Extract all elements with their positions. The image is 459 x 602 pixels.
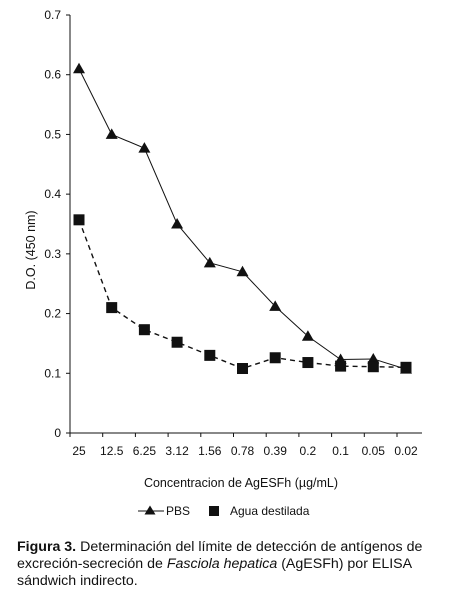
x-tick-label-4: 1.56	[198, 444, 222, 458]
y-axis-title: D.O. (450 nm)	[24, 210, 38, 289]
x-tick-label-8: 0.1	[332, 444, 349, 458]
series-agua-point-2	[138, 324, 150, 336]
series-agua-point-7	[302, 357, 314, 369]
legend-item-agua-destilada: Agua destilada	[209, 504, 310, 518]
figure-caption: Figura 3. Determinación del límite de de…	[17, 539, 449, 590]
x-axis-title: Concentracion de AgESFh (µg/mL)	[144, 476, 338, 490]
caption-label: Figura 3.	[17, 539, 77, 555]
y-tick-label-3: 0.3	[44, 247, 61, 261]
y-tick-label-4: 0.4	[44, 187, 61, 201]
line-chart: 0 0.1 0.2 0.3 0.4 0.5 0.6 0.7 25 12.5 6.25 3.12 1.5…	[24, 8, 422, 518]
series-agua-point-6	[269, 352, 281, 364]
series-pbs-point-2	[138, 142, 151, 153]
series-pbs-point-4	[203, 256, 216, 268]
y-axis: 0 0.1 0.2 0.3 0.4 0.5 0.6 0.7	[44, 8, 71, 440]
series-pbs-point-5	[236, 265, 249, 277]
x-tick-label-10: 0.02	[394, 444, 418, 458]
series-agua-point-4	[204, 349, 216, 361]
series-pbs-point-1	[105, 128, 118, 139]
caption-text-before: Determinación del límite de detección de…	[17, 539, 423, 572]
series-layer	[73, 62, 412, 375]
caption-species-name: Fasciola hepatica	[166, 556, 278, 572]
series-pbs-point-0	[73, 62, 85, 74]
series-pbs-point-9	[367, 352, 380, 364]
legend-pbs-label: PBS	[166, 504, 190, 518]
series-pbs-point-6	[269, 300, 282, 311]
series-agua-point-0	[73, 214, 85, 226]
series-agua-point-9	[367, 361, 379, 373]
legend-item-pbs: PBS	[138, 504, 190, 518]
series-agua-point-1	[106, 302, 118, 314]
series-agua-point-10	[400, 361, 412, 373]
x-tick-label-5: 0.78	[231, 444, 255, 458]
series-agua-line	[78, 219, 407, 370]
y-tick-label-2: 0.2	[44, 307, 61, 321]
series-agua-point-8	[335, 360, 347, 372]
series-pbs-line	[78, 68, 407, 370]
y-tick-label-5: 0.5	[44, 127, 61, 141]
legend: PBS Agua destilada	[138, 504, 310, 518]
legend-pbs-marker	[144, 505, 156, 515]
x-tick-label-1: 12.5	[100, 444, 124, 458]
x-axis: 25 12.5 6.25 3.12 1.56 0.78 0.39 0.2 0.1 0.05 0.02	[69, 432, 422, 458]
x-tick-label-9: 0.05	[362, 444, 386, 458]
x-tick-label-2: 6.25	[133, 444, 157, 458]
legend-agua-label: Agua destilada	[230, 504, 310, 518]
x-tick-label-0: 25	[72, 444, 86, 458]
series-pbs-point-7	[301, 330, 314, 341]
x-tick-label-6: 0.39	[264, 444, 288, 458]
series-agua-point-5	[237, 363, 248, 375]
y-tick-label-0: 0	[54, 426, 61, 440]
x-tick-label-7: 0.2	[300, 444, 317, 458]
series-pbs-point-3	[171, 218, 184, 229]
x-tick-label-3: 3.12	[165, 444, 189, 458]
y-tick-label-7: 0.7	[44, 8, 61, 22]
caption-text-after: (AgESFh) por ELISA sándwich indirecto.	[17, 556, 412, 589]
legend-agua-marker	[209, 506, 219, 516]
series-agua-point-3	[171, 336, 183, 348]
y-tick-label-6: 0.6	[44, 68, 61, 82]
y-tick-label-1: 0.1	[44, 366, 61, 380]
